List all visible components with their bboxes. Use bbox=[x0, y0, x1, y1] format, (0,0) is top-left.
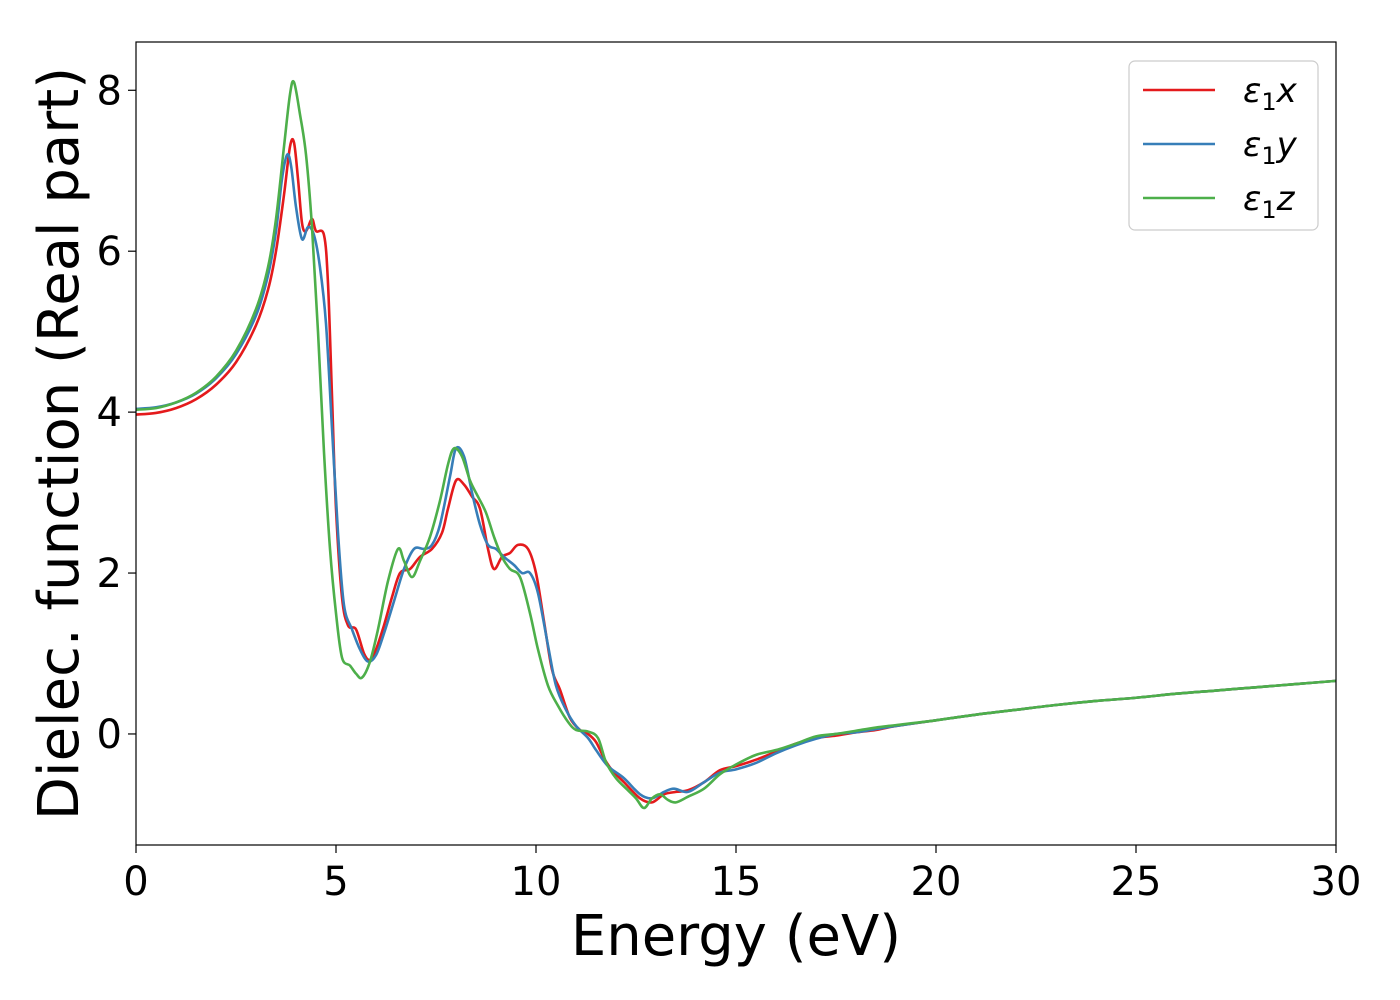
y-tick-label: 8 bbox=[97, 68, 122, 114]
y-tick-label: 0 bbox=[97, 712, 122, 758]
y-tick-label: 6 bbox=[97, 229, 122, 275]
y-tick-label: 2 bbox=[97, 551, 122, 597]
y-axis-title: Dielec. function (Real part) bbox=[27, 67, 92, 820]
ticks-layer: 0 5 10 15 20 25 30 0 2 4 6 8 bbox=[97, 68, 1362, 905]
x-tick-label: 20 bbox=[911, 859, 962, 905]
x-axis-title: Energy (eV) bbox=[571, 904, 901, 969]
x-tick-label: 0 bbox=[123, 859, 148, 905]
x-tick-label: 15 bbox=[711, 859, 762, 905]
x-tick-label: 5 bbox=[323, 859, 348, 905]
series-layer bbox=[136, 79, 1336, 810]
y-tick-label: 4 bbox=[97, 390, 122, 436]
x-tick-label: 10 bbox=[511, 859, 562, 905]
series-line-y bbox=[136, 152, 1336, 800]
legend-box bbox=[1128, 60, 1319, 231]
legend-label-x: ε1x bbox=[1243, 71, 1298, 116]
legend-label-y: ε1y bbox=[1243, 125, 1298, 170]
x-tick-label: 25 bbox=[1111, 859, 1162, 905]
legend: ε1x ε1y ε1z bbox=[1128, 60, 1319, 231]
legend-label-z: ε1z bbox=[1243, 179, 1296, 224]
series-line-z bbox=[136, 79, 1336, 810]
x-tick-label: 30 bbox=[1311, 859, 1362, 905]
